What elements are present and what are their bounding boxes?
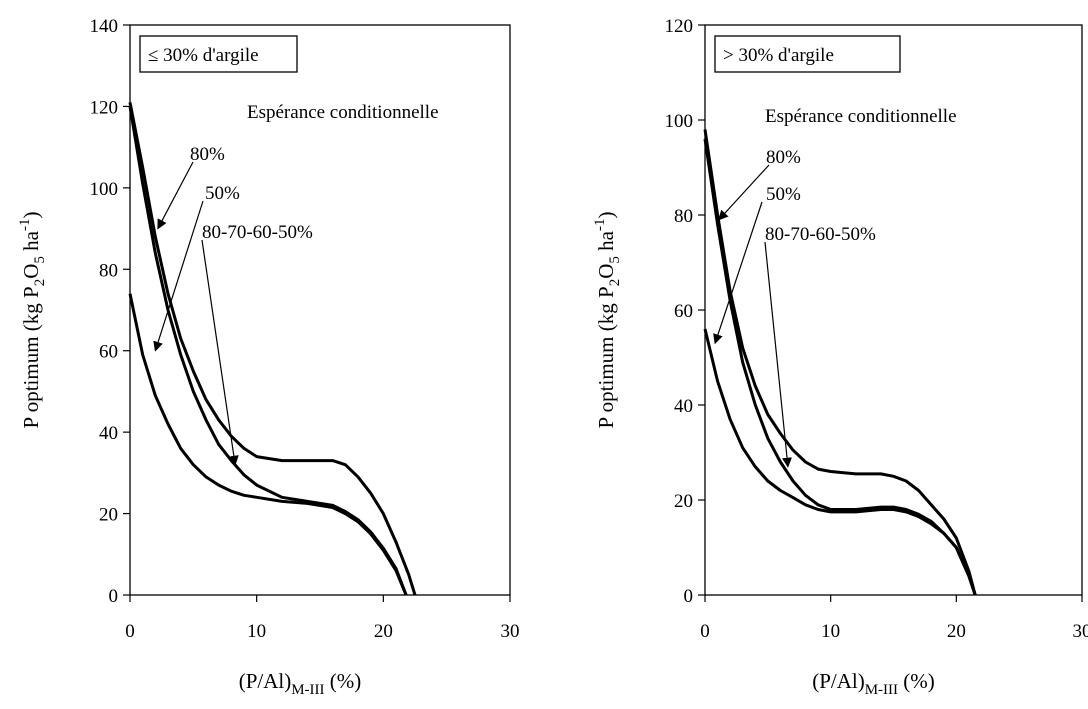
annotation-arrow: [718, 164, 770, 221]
series-line-50%: [128, 293, 408, 596]
y-tick-label: 140: [90, 16, 119, 37]
x-tick-label: 30: [1073, 621, 1088, 642]
annotation-label: 80-70-60-50%: [202, 222, 313, 243]
x-tick-label: 20: [374, 621, 393, 642]
y-tick-label: 120: [90, 97, 119, 118]
x-tick-label: 10: [247, 621, 266, 642]
x-tick-label: 30: [501, 621, 520, 642]
annotation-arrow: [201, 239, 239, 466]
panel-label-box: [714, 35, 901, 73]
annotation-label: 50%: [766, 184, 801, 205]
y-tick-label: 0: [109, 586, 119, 607]
x-tick-label: 20: [947, 621, 966, 642]
panel-label-box: [139, 35, 298, 73]
annotation-label: 80%: [190, 144, 225, 165]
annotation-label: 80-70-60-50%: [765, 224, 876, 245]
x-tick-label: 0: [125, 621, 135, 642]
y-tick-label: 100: [90, 179, 119, 200]
y-tick-label: 120: [665, 16, 694, 37]
annotation-label: 50%: [205, 183, 240, 204]
y-axis-label: P optimum (kg P2O5 ha-1): [17, 212, 48, 429]
plot-frame: [129, 24, 511, 596]
annotation-title: Espérance conditionnelle: [765, 106, 957, 127]
chart-panel-1: 0 20 40 60 80 100 120 140 0 10 20 30 ≤ 30% d'argile E…: [17, 16, 520, 698]
series-line-80-70-60-50%: [128, 106, 408, 596]
annotation-arrow: [764, 241, 793, 468]
panel-label: ≤ 30% d'argile: [148, 45, 259, 66]
x-axis-label: (P/Al)M-III (%): [239, 669, 362, 698]
x-tick-label: 0: [700, 621, 710, 642]
panel-label: > 30% d'argile: [723, 45, 834, 66]
annotation-arrow: [157, 161, 194, 230]
y-tick-label: 40: [99, 423, 118, 444]
y-tick-label: 0: [684, 586, 694, 607]
annotation-arrow: [153, 200, 204, 352]
y-tick-label: 80: [99, 260, 118, 281]
x-tick-label: 10: [821, 621, 840, 642]
y-tick-label: 80: [674, 206, 693, 227]
x-axis-label: (P/Al)M-III (%): [812, 669, 935, 698]
series-line-80-70-60-50%: [703, 138, 977, 596]
y-tick-label: 20: [99, 505, 118, 526]
annotation-arrow: [713, 201, 763, 345]
series-line-80%: [703, 129, 977, 596]
y-tick-label: 100: [665, 111, 694, 132]
chart-panel-2: 0 20 40 60 80 100 120 0 10 20 30 > 30% d'argile Espé…: [592, 16, 1088, 698]
y-tick-label: 40: [674, 396, 693, 417]
annotation-label: 80%: [766, 147, 801, 168]
annotation-title: Espérance conditionnelle: [247, 102, 439, 123]
y-tick-label: 60: [674, 301, 693, 322]
y-axis-label: P optimum (kg P2O5 ha-1): [592, 212, 623, 429]
series-line-80%: [128, 102, 417, 596]
y-tick-label: 20: [674, 491, 693, 512]
y-tick-label: 60: [99, 342, 118, 363]
